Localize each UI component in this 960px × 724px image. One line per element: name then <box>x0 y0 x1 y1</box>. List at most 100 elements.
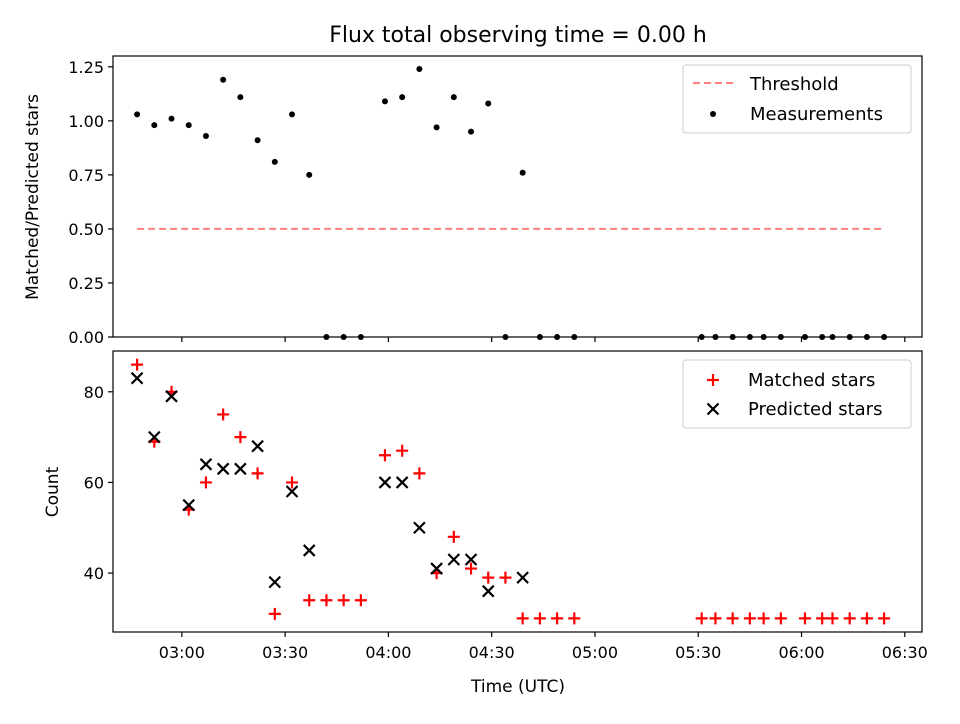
legend-measurements-label: Measurements <box>750 104 883 125</box>
matched-star-point <box>482 571 495 584</box>
matched-star-point <box>568 612 581 625</box>
matched-star-point <box>843 612 856 625</box>
measurement-point <box>416 65 423 72</box>
measurement-point <box>829 334 836 340</box>
matched-star-point <box>499 571 512 584</box>
measurement-point <box>306 171 313 178</box>
measurement-point <box>340 334 347 340</box>
measurement-point <box>168 115 175 122</box>
measurement-point <box>220 76 227 83</box>
predicted-star-point <box>516 571 529 584</box>
measurement-point <box>554 334 561 340</box>
measurement-point <box>202 132 209 139</box>
matched-star-point <box>268 607 281 620</box>
x-tick-label: 03:30 <box>262 643 308 662</box>
matched-star-point <box>726 612 739 625</box>
legend-matched-label: Matched stars <box>748 370 875 391</box>
measurement-point <box>381 98 388 105</box>
matched-star-point <box>234 431 247 444</box>
predicted-star-point <box>481 584 495 598</box>
measurement-point <box>237 94 244 101</box>
matched-star-point <box>798 612 811 625</box>
predicted-star-point <box>302 544 316 557</box>
matched-star-point <box>320 594 333 607</box>
matched-star-point <box>413 467 426 480</box>
matched-star-point <box>533 612 546 625</box>
legend-predicted-swatch <box>706 402 720 416</box>
matched-star-point <box>354 594 367 607</box>
matched-star-point <box>816 612 829 625</box>
top-legend-box <box>682 64 912 134</box>
matched-star-point <box>774 612 787 625</box>
predicted-star-point <box>182 498 196 512</box>
predicted-star-point <box>464 553 478 566</box>
legend-predicted-label: Predicted stars <box>748 399 882 420</box>
measurement-point <box>536 334 543 340</box>
measurement-point <box>357 334 364 340</box>
matched-star-point <box>860 612 873 625</box>
predicted-star-point <box>130 371 144 385</box>
predicted-star-point <box>430 562 443 575</box>
measurement-point <box>399 94 406 101</box>
measurement-point <box>760 334 767 340</box>
measurement-point <box>746 334 753 340</box>
predicted-star-point <box>251 439 264 453</box>
bottom-y-tick-label: 60 <box>84 473 104 492</box>
top-y-tick-label: 1.25 <box>68 58 104 77</box>
measurement-point <box>571 334 578 340</box>
measurement-point <box>433 124 440 131</box>
matched-star-point <box>217 408 230 421</box>
measurement-point <box>468 128 475 135</box>
measurement-point <box>698 334 705 340</box>
top-y-tick-label: 1.00 <box>68 112 104 131</box>
bottom-y-axis-label: Count <box>43 466 63 517</box>
top-y-tick-label: 0.00 <box>68 328 104 347</box>
legend-matched-swatch <box>707 374 719 386</box>
x-axis-label: Time (UTC) <box>470 677 565 697</box>
x-tick-label: 04:30 <box>469 643 515 662</box>
measurement-point <box>729 334 736 340</box>
matched-star-point <box>551 612 564 625</box>
matched-star-point <box>878 612 891 625</box>
predicted-star-point <box>285 485 299 498</box>
matched-star-point <box>286 476 299 489</box>
matched-star-point <box>303 594 316 607</box>
x-tick-label: 05:00 <box>572 643 618 662</box>
matched-star-point <box>251 467 264 480</box>
measurement-point <box>801 334 808 340</box>
top-y-tick-label: 0.75 <box>68 166 104 185</box>
predicted-star-point <box>165 390 178 403</box>
plot-layer: 0.00 0.25 0.50 0.75 1.00 1.25 Threshold Measure… <box>68 55 928 662</box>
legend-threshold-label: Threshold <box>749 74 839 95</box>
matched-star-point <box>757 612 770 625</box>
x-tick-label: 05:30 <box>675 643 721 662</box>
measurement-point <box>712 334 719 340</box>
measurement-point <box>254 137 261 144</box>
matched-star-point <box>826 612 839 625</box>
x-tick-label: 06:30 <box>882 643 928 662</box>
chart-title: Flux total observing time = 0.00 h <box>329 23 707 48</box>
matched-star-point <box>743 612 756 625</box>
top-y-axis-label: Matched/Predicted stars <box>23 94 43 300</box>
measurement-point <box>777 334 784 340</box>
predicted-star-point <box>447 553 461 566</box>
predicted-star-point <box>148 430 161 444</box>
measurement-point <box>151 122 158 129</box>
matched-star-point <box>709 612 722 625</box>
measurement-point <box>289 111 296 118</box>
top-y-tick-label: 0.25 <box>68 274 104 293</box>
matched-star-point <box>396 444 409 457</box>
measurement-point <box>819 334 826 340</box>
predicted-star-point <box>199 458 213 471</box>
measurement-point <box>519 169 526 176</box>
matched-star-point <box>516 612 529 625</box>
predicted-star-point <box>234 462 247 476</box>
legend-measurements-swatch <box>710 111 716 117</box>
measurement-point <box>502 334 509 340</box>
predicted-star-point <box>413 521 426 535</box>
bottom-y-tick-label: 80 <box>84 383 104 402</box>
predicted-star-point <box>395 476 409 489</box>
matched-star-point <box>131 358 144 371</box>
